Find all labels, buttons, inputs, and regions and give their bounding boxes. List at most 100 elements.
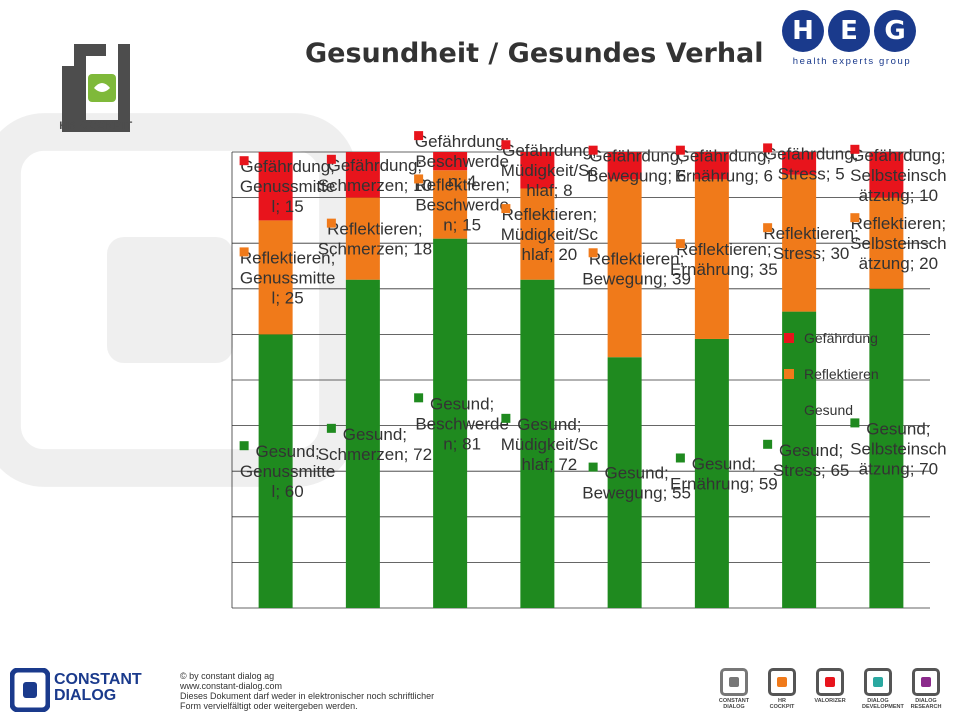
bar-gesund — [345, 279, 380, 608]
bar-reflektieren — [345, 197, 380, 280]
bar-reflektieren — [433, 170, 468, 239]
bar-reflektieren — [607, 179, 642, 358]
data-label-gefaehrdung: Gefährdung; Schmerzen; 10 — [318, 156, 432, 195]
data-label-gefaehrdung: Gefährdung; Stress; 5 — [764, 144, 859, 183]
data-label-reflektieren: Reflektieren; Schmerzen; 18 — [318, 220, 432, 259]
bar-reflektieren — [782, 174, 817, 312]
bar-gefaehrdung — [433, 152, 468, 171]
footer-line: © by constant dialog ag — [180, 671, 275, 681]
data-label-gefaehrdung: Gefährdung; Bewegung; 6 — [587, 147, 686, 186]
data-label-marker — [850, 213, 860, 223]
chart-legend: Gefährdung Reflektieren Gesund — [784, 330, 879, 418]
data-label-gesund: Gesund; Müdigkeit/Sc hlaf; 72 — [501, 415, 599, 474]
bar-gesund — [520, 279, 555, 608]
data-label-marker — [414, 174, 424, 184]
footer-product-icons: CONSTANT DIALOG HR COCKPIT VALORIZER DIA… — [718, 668, 958, 718]
bar-gefaehrdung — [694, 152, 729, 180]
heg-logo: H E G health experts group — [782, 10, 922, 80]
data-label-gesund: Gesund; Schmerzen; 72 — [318, 425, 432, 464]
legend-swatch-gefaehrdung — [784, 333, 794, 343]
data-label-marker — [763, 439, 773, 449]
data-label-gesund: Gesund; Stress; 65 — [773, 441, 850, 480]
heg-subtitle: health experts group — [792, 56, 912, 67]
bar-gefaehrdung — [869, 152, 904, 198]
constant-dialog-logo — [10, 668, 50, 712]
bar-gefaehrdung — [607, 152, 642, 180]
heg-letter-e: E — [828, 10, 870, 52]
data-label-marker — [326, 154, 336, 164]
data-label-marker — [239, 247, 249, 257]
data-label-gefaehrdung: Gefährdung; Müdigkeit/Sc hlaf; 8 — [501, 141, 599, 200]
bar-gefaehrdung — [782, 152, 817, 175]
data-label-marker — [501, 140, 511, 150]
data-label-gesund: Gesund; Bewegung; 55 — [582, 464, 691, 503]
data-label-marker — [326, 218, 336, 228]
brand-line-2: DIALOG — [54, 687, 117, 704]
footer-copyright: © by constant dialog ag www.constant-dia… — [180, 671, 434, 711]
data-label-marker — [501, 413, 511, 423]
data-label-reflektieren: Reflektieren; Ernährung; 35 — [670, 240, 778, 279]
data-label-gesund: Gesund; Beschwerde n; 81 — [415, 394, 509, 453]
hr-cockpit-logo-text: HR COCKPIT — [59, 120, 133, 132]
heg-letter-g: G — [874, 10, 916, 52]
data-label-marker — [675, 453, 685, 463]
constant-dialog-icon: CONSTANT DIALOG — [718, 668, 750, 710]
data-label-marker — [850, 144, 860, 154]
hr-cockpit-watermark — [0, 113, 357, 487]
hr-cockpit-logo — [62, 44, 130, 132]
bar-gesund — [869, 288, 904, 608]
bar-gefaehrdung — [258, 152, 293, 221]
data-label-reflektieren: Reflektieren; Müdigkeit/Sc hlaf; 20 — [501, 205, 599, 264]
data-label-marker — [675, 145, 685, 155]
data-label-gefaehrdung: Gefährdung; Genussmitte l; 15 — [240, 157, 335, 216]
data-label-reflektieren: Reflektieren; Genussmitte l; 25 — [240, 248, 335, 307]
chart-data-labels: Gesund; Genussmitte l; 60 Reflektieren; Genu… — [239, 131, 947, 503]
bar-gesund — [782, 311, 817, 608]
bar-reflektieren — [520, 188, 555, 280]
data-label-marker — [763, 223, 773, 233]
data-label-reflektieren: Reflektieren; Beschwerde n; 15 — [414, 175, 509, 234]
data-label-marker — [675, 239, 685, 249]
data-label-gesund: Gesund; Genussmitte l; 60 — [240, 442, 335, 501]
data-label-marker — [588, 248, 598, 258]
bar-gefaehrdung — [520, 152, 555, 189]
data-label-gefaehrdung: Gefährdung; Beschwerde n; 4 — [415, 132, 510, 191]
bar-reflektieren — [694, 179, 729, 339]
data-label-marker — [588, 462, 598, 472]
bar-gesund — [433, 238, 468, 608]
bar-gesund — [258, 334, 293, 608]
bar-reflektieren — [869, 197, 904, 289]
bar-gefaehrdung — [345, 152, 380, 198]
data-label-marker — [763, 143, 773, 153]
data-label-reflektieren: Reflektieren; Stress; 30 — [763, 224, 858, 263]
data-label-marker — [239, 156, 249, 166]
data-label-marker — [239, 441, 249, 451]
legend-label-gesund: Gesund — [804, 402, 853, 418]
data-label-gefaehrdung: Gefährdung; Ernährung; 6 — [675, 147, 773, 186]
legend-label-gefaehrdung: Gefährdung — [804, 330, 878, 346]
data-label-marker — [588, 145, 598, 155]
data-label-marker — [850, 418, 860, 428]
legend-label-reflektieren: Reflektieren — [804, 366, 879, 382]
bar-gesund — [694, 338, 729, 608]
bar-reflektieren — [258, 220, 293, 335]
legend-swatch-reflektieren — [784, 369, 794, 379]
hr-cockpit-icon: HR COCKPIT — [766, 668, 798, 710]
dialog-development-icon: DIALOG DEVELOPMENT — [862, 668, 904, 710]
data-label-marker — [414, 131, 424, 141]
chart-bars — [258, 152, 904, 608]
valorizer-icon: VALORIZER — [814, 668, 846, 704]
page-title: Gesundheit / Gesundes Verhal — [305, 38, 764, 69]
constant-dialog-brand: CONSTANT DIALOG — [54, 672, 142, 704]
data-label-marker — [326, 423, 336, 433]
data-label-gesund: Gesund; Ernährung; 59 — [670, 454, 778, 493]
footer-line: Form vervielfältigt oder weitergeben wer… — [180, 701, 358, 711]
dialog-research-icon: DIALOG RESEARCH — [910, 668, 942, 710]
data-label-gefaehrdung: Gefährdung; Selbsteinsch ätzung; 10 — [850, 146, 946, 205]
bar-gesund — [607, 357, 642, 608]
footer-link[interactable]: www.constant-dialog.com — [180, 681, 283, 691]
legend-swatch-gesund — [784, 405, 794, 415]
brand-line-1: CONSTANT — [54, 671, 142, 688]
data-label-gesund: Gesund; Selbsteinsch ätzung; 70 — [850, 419, 946, 478]
